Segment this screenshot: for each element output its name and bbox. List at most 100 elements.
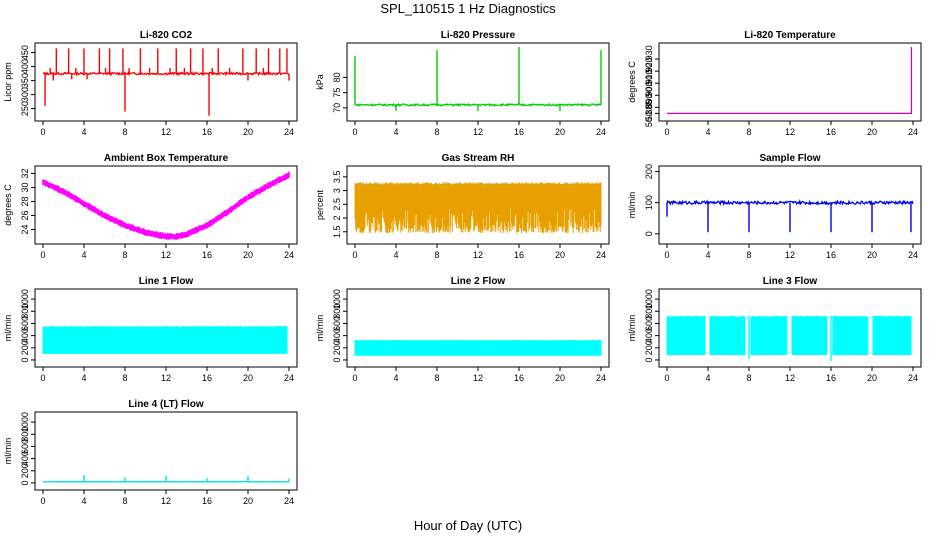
y-tick-label: 200 bbox=[20, 463, 30, 478]
x-tick-label: 4 bbox=[705, 373, 710, 383]
x-tick-label: 8 bbox=[434, 250, 439, 260]
y-tick-label: 3 bbox=[332, 188, 342, 193]
x-tick-label: 4 bbox=[705, 250, 710, 260]
y-axis-label: degrees C bbox=[3, 184, 13, 226]
figure-title: SPL_110515 1 Hz Diagnostics bbox=[380, 1, 556, 16]
y-tick-label: 75 bbox=[332, 88, 342, 98]
series-group bbox=[42, 171, 290, 240]
y-tick-label: 0 bbox=[644, 357, 654, 362]
x-tick-label: 4 bbox=[393, 250, 398, 260]
x-tick-label: 8 bbox=[746, 127, 751, 137]
y-axis-label: ml/min bbox=[3, 315, 13, 342]
y-tick-label: 450 bbox=[20, 45, 30, 60]
x-tick-label: 12 bbox=[785, 127, 795, 137]
x-tick-label: 0 bbox=[352, 250, 357, 260]
x-tick-label: 24 bbox=[596, 373, 606, 383]
panel-title: Line 4 (LT) Flow bbox=[128, 399, 204, 410]
panel-10: Line 4 (LT) Flow ml/min 0 4 8 12 16 20 24 0 200400… bbox=[3, 399, 298, 506]
y-axis-label: percent bbox=[315, 189, 325, 220]
y-tick-label: 200 bbox=[644, 164, 654, 179]
y-tick-label: 3.5 bbox=[332, 171, 342, 184]
panel-3: Li-820 Temperature degrees C 0 4 8 12 16 20 24 50… bbox=[627, 30, 922, 137]
series-group bbox=[42, 325, 288, 354]
x-tick-label: 0 bbox=[40, 127, 45, 137]
x-tick-label: 24 bbox=[284, 373, 294, 383]
plot-frame bbox=[34, 165, 298, 245]
x-tick-label: 20 bbox=[243, 127, 253, 137]
y-axis-label: ml/min bbox=[3, 438, 13, 465]
x-tick-label: 0 bbox=[40, 250, 45, 260]
figure-xlabel: Hour of Day (UTC) bbox=[413, 518, 523, 533]
x-tick-label: 16 bbox=[514, 373, 524, 383]
y-tick-label: 50.920 bbox=[644, 57, 654, 85]
panel-title: Gas Stream RH bbox=[442, 153, 515, 164]
x-tick-label: 12 bbox=[785, 250, 795, 260]
x-tick-label: 16 bbox=[514, 250, 524, 260]
series-group bbox=[666, 315, 912, 362]
y-tick-label: 200 bbox=[644, 340, 654, 355]
y-tick-label: 0 bbox=[644, 231, 654, 236]
panel-2: Li-820 Pressure kPa 0 4 8 12 16 20 24 70 75 80 bbox=[315, 30, 610, 137]
panel-title: Ambient Box Temperature bbox=[104, 153, 229, 164]
x-tick-label: 24 bbox=[596, 250, 606, 260]
x-tick-label: 16 bbox=[826, 373, 836, 383]
x-tick-label: 0 bbox=[352, 127, 357, 137]
y-tick-label: 250 bbox=[20, 101, 30, 116]
x-tick-label: 0 bbox=[40, 496, 45, 506]
x-tick-label: 16 bbox=[202, 127, 212, 137]
y-tick-label: 800 bbox=[644, 304, 654, 319]
series-band bbox=[666, 315, 912, 356]
x-tick-label: 4 bbox=[393, 127, 398, 137]
x-tick-label: 16 bbox=[202, 496, 212, 506]
series-group bbox=[42, 48, 290, 116]
y-tick-label: 2 bbox=[332, 216, 342, 221]
x-tick-label: 16 bbox=[514, 127, 524, 137]
y-axis-label: ml/min bbox=[627, 315, 637, 342]
panel-title: Line 2 Flow bbox=[451, 276, 506, 287]
y-tick-label: 50.910 bbox=[644, 69, 654, 97]
x-tick-label: 16 bbox=[202, 250, 212, 260]
x-tick-label: 8 bbox=[122, 373, 127, 383]
x-tick-label: 24 bbox=[908, 373, 918, 383]
x-tick-label: 0 bbox=[352, 373, 357, 383]
y-tick-label: 32 bbox=[20, 168, 30, 178]
y-tick-label: 28 bbox=[20, 196, 30, 206]
y-tick-label: 1.5 bbox=[332, 226, 342, 239]
y-tick-label: 50.885 bbox=[644, 100, 654, 128]
y-axis-label: degrees C bbox=[627, 61, 637, 103]
x-tick-label: 8 bbox=[122, 496, 127, 506]
x-tick-label: 4 bbox=[81, 127, 86, 137]
panel-8: Line 2 Flow ml/min 0 4 8 12 16 20 24 0 20040060080… bbox=[315, 276, 610, 383]
y-tick-label: 0 bbox=[332, 357, 342, 362]
panel-5: Gas Stream RH percent 0 4 8 12 16 20 24 1.5 2 2.5 3 3… bbox=[315, 153, 610, 260]
x-tick-label: 20 bbox=[867, 250, 877, 260]
y-tick-label: 800 bbox=[20, 304, 30, 319]
panel-9: Line 3 Flow ml/min 0 4 8 12 16 20 24 0 20040060080… bbox=[627, 276, 922, 383]
y-tick-label: 50.890 bbox=[644, 94, 654, 122]
x-tick-label: 12 bbox=[473, 250, 483, 260]
x-tick-label: 4 bbox=[81, 373, 86, 383]
x-tick-label: 8 bbox=[746, 373, 751, 383]
series-band bbox=[354, 339, 602, 356]
x-tick-label: 4 bbox=[81, 250, 86, 260]
panel-title: Line 3 Flow bbox=[763, 276, 818, 287]
panel-4: Ambient Box Temperature degrees C 0 4 8 12 16 2… bbox=[3, 153, 298, 260]
x-tick-label: 12 bbox=[161, 496, 171, 506]
y-tick-label: 800 bbox=[20, 427, 30, 442]
y-tick-label: 1000 bbox=[20, 412, 30, 432]
panel-6: Sample Flow ml/min 0 4 8 12 16 20 24 0 100 200 bbox=[627, 153, 922, 260]
y-tick-label: 400 bbox=[20, 451, 30, 466]
x-tick-label: 24 bbox=[284, 250, 294, 260]
x-tick-label: 8 bbox=[746, 250, 751, 260]
panel-title: Li-820 CO2 bbox=[140, 30, 193, 41]
series-band bbox=[354, 182, 602, 234]
series-group bbox=[354, 47, 602, 111]
plot-frame bbox=[34, 42, 298, 122]
panel-7: Line 1 Flow ml/min 0 4 8 12 16 20 24 0 20040060080… bbox=[3, 276, 298, 383]
y-tick-label: 400 bbox=[332, 328, 342, 343]
plot-frame bbox=[658, 42, 922, 122]
x-tick-label: 24 bbox=[284, 496, 294, 506]
y-tick-label: 80 bbox=[332, 72, 342, 82]
y-tick-label: 30 bbox=[20, 182, 30, 192]
